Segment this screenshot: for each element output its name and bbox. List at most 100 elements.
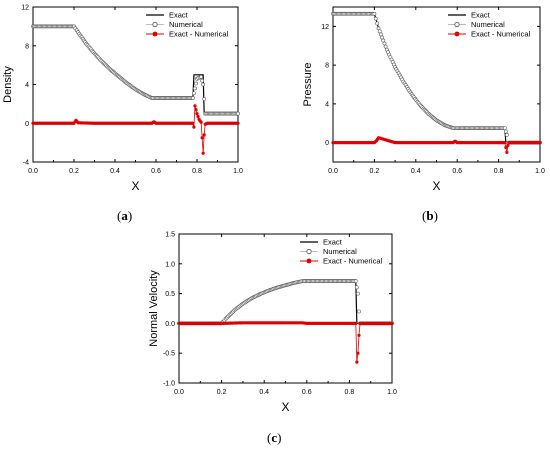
difference-marker: [505, 150, 509, 154]
x-tick-label: 0.2: [217, 389, 227, 396]
x-tick-label: 0.0: [328, 168, 338, 175]
numerical-marker: [354, 285, 359, 290]
numerical-marker: [193, 86, 197, 91]
numerical-marker: [382, 41, 387, 46]
x-tick-label: 0.6: [452, 168, 462, 175]
difference-marker: [202, 133, 206, 137]
numerical-marker: [200, 78, 205, 83]
y-axis-label: Pressure: [302, 62, 314, 106]
numerical-marker: [372, 11, 377, 16]
x-tick-label: 0.2: [370, 168, 380, 175]
y-tick-label: 0: [25, 121, 29, 128]
difference-marker: [191, 121, 195, 125]
difference-marker: [356, 351, 360, 355]
numerical-marker: [357, 309, 361, 314]
numerical-marker: [503, 129, 508, 134]
series-exact: [33, 25, 238, 115]
legend-label: Exact: [323, 238, 343, 247]
y-tick-label: 0.0: [165, 321, 175, 328]
legend-label: Exact: [169, 11, 189, 20]
x-tick-label: 0.4: [259, 389, 269, 396]
numerical-marker: [373, 16, 378, 21]
y-tick-label: 4: [325, 101, 329, 108]
y-tick-label: 8: [325, 63, 329, 70]
numerical-marker: [376, 26, 381, 31]
caption-a-text: a: [121, 208, 128, 223]
difference-marker: [504, 145, 508, 150]
legend-label: Numerical: [323, 247, 357, 256]
numerical-marker: [377, 29, 382, 34]
numerical-marker: [194, 81, 198, 86]
x-tick-label: 0.6: [151, 168, 161, 175]
legend-swatch-numerical: [454, 21, 460, 28]
difference-marker: [538, 141, 542, 145]
x-axis-label: X: [281, 400, 289, 414]
caption-c-text: c: [271, 430, 278, 445]
x-tick-label: 0.8: [494, 168, 504, 175]
caption-b: (b): [422, 208, 438, 223]
legend-label: Numerical: [471, 20, 505, 29]
numerical-marker: [356, 291, 360, 296]
numerical-marker: [353, 279, 358, 283]
exact-line: [33, 25, 238, 115]
caption-c: (c): [267, 430, 282, 445]
y-axis-label: Normal Velocity: [148, 270, 160, 347]
difference-marker: [357, 333, 361, 337]
x-tick-label: 0.4: [411, 168, 421, 175]
x-tick-label: 0.8: [345, 389, 355, 396]
difference-marker: [354, 321, 358, 325]
numerical-marker: [202, 97, 207, 101]
legend-swatch-numerical: [306, 248, 312, 255]
difference-marker: [195, 111, 199, 116]
numerical-marker: [504, 132, 509, 137]
difference-line: [179, 322, 392, 363]
numerical-marker: [381, 38, 386, 43]
legend-swatch-difference: [152, 31, 158, 37]
y-axis-label: Density: [2, 66, 14, 103]
y-tick-label: -4: [23, 160, 29, 167]
x-axis-label: X: [131, 179, 139, 193]
difference-marker: [193, 104, 197, 108]
numerical-marker: [192, 91, 196, 96]
difference-marker: [192, 125, 196, 129]
x-axis-label: X: [432, 179, 440, 193]
x-tick-label: 1.0: [535, 168, 545, 175]
numerical-marker: [383, 44, 388, 49]
numerical-marker: [502, 126, 507, 130]
legend-swatch-numerical: [152, 21, 158, 28]
y-tick-label: 4: [25, 82, 29, 89]
x-tick-label: 0.0: [28, 168, 38, 175]
legend-label: Numerical: [169, 20, 203, 29]
caption-a: (a): [117, 208, 133, 223]
y-tick-label: 1.5: [165, 232, 175, 239]
difference-marker: [355, 360, 359, 364]
difference-marker: [194, 108, 198, 112]
legend-swatch-difference: [454, 31, 460, 37]
panel-pressure: 0.0 0.2 0.4 0.6 0.8 1.0 0 4 8 12 X Pressure Exact Num…: [295, 0, 550, 200]
density-chart: 0.0 0.2 0.4 0.6 0.8 1.0 -4 0 4 8 12 X Density ExactNu…: [2, 5, 243, 194]
legend-label: Exact - Numerical: [323, 257, 383, 266]
series-exact-numerical: [331, 136, 542, 154]
y-tick-label: 12: [21, 5, 29, 12]
legend-label: Exact - Numerical: [169, 30, 229, 39]
exact-line: [179, 280, 392, 325]
legend-label: Exact: [471, 11, 491, 20]
y-tick-label: 0.5: [165, 291, 175, 298]
x-tick-label: 1.0: [233, 168, 243, 175]
pressure-chart: 0.0 0.2 0.4 0.6 0.8 1.0 0 4 8 12 X Pressure ExactNum…: [302, 6, 545, 193]
series-exact-numerical: [177, 321, 394, 364]
legend-label: Exact - Numerical: [471, 30, 531, 39]
series-exact: [179, 280, 392, 325]
caption-b-text: b: [426, 208, 434, 223]
difference-marker: [236, 121, 240, 125]
normal-velocity-chart: 0.0 0.2 0.4 0.6 0.8 1.0 -1.0 -0.5 0.0 0.5 1.0 1.5 X N…: [148, 232, 397, 415]
numerical-marker: [380, 35, 384, 40]
series-exact-numerical: [31, 104, 240, 155]
difference-marker: [390, 321, 394, 325]
legend-swatch-difference: [306, 258, 312, 264]
y-tick-label: 12: [321, 24, 329, 31]
difference-marker: [503, 141, 507, 145]
difference-marker: [506, 143, 510, 148]
y-tick-label: -1.0: [163, 381, 175, 388]
numerical-marker: [199, 74, 204, 79]
